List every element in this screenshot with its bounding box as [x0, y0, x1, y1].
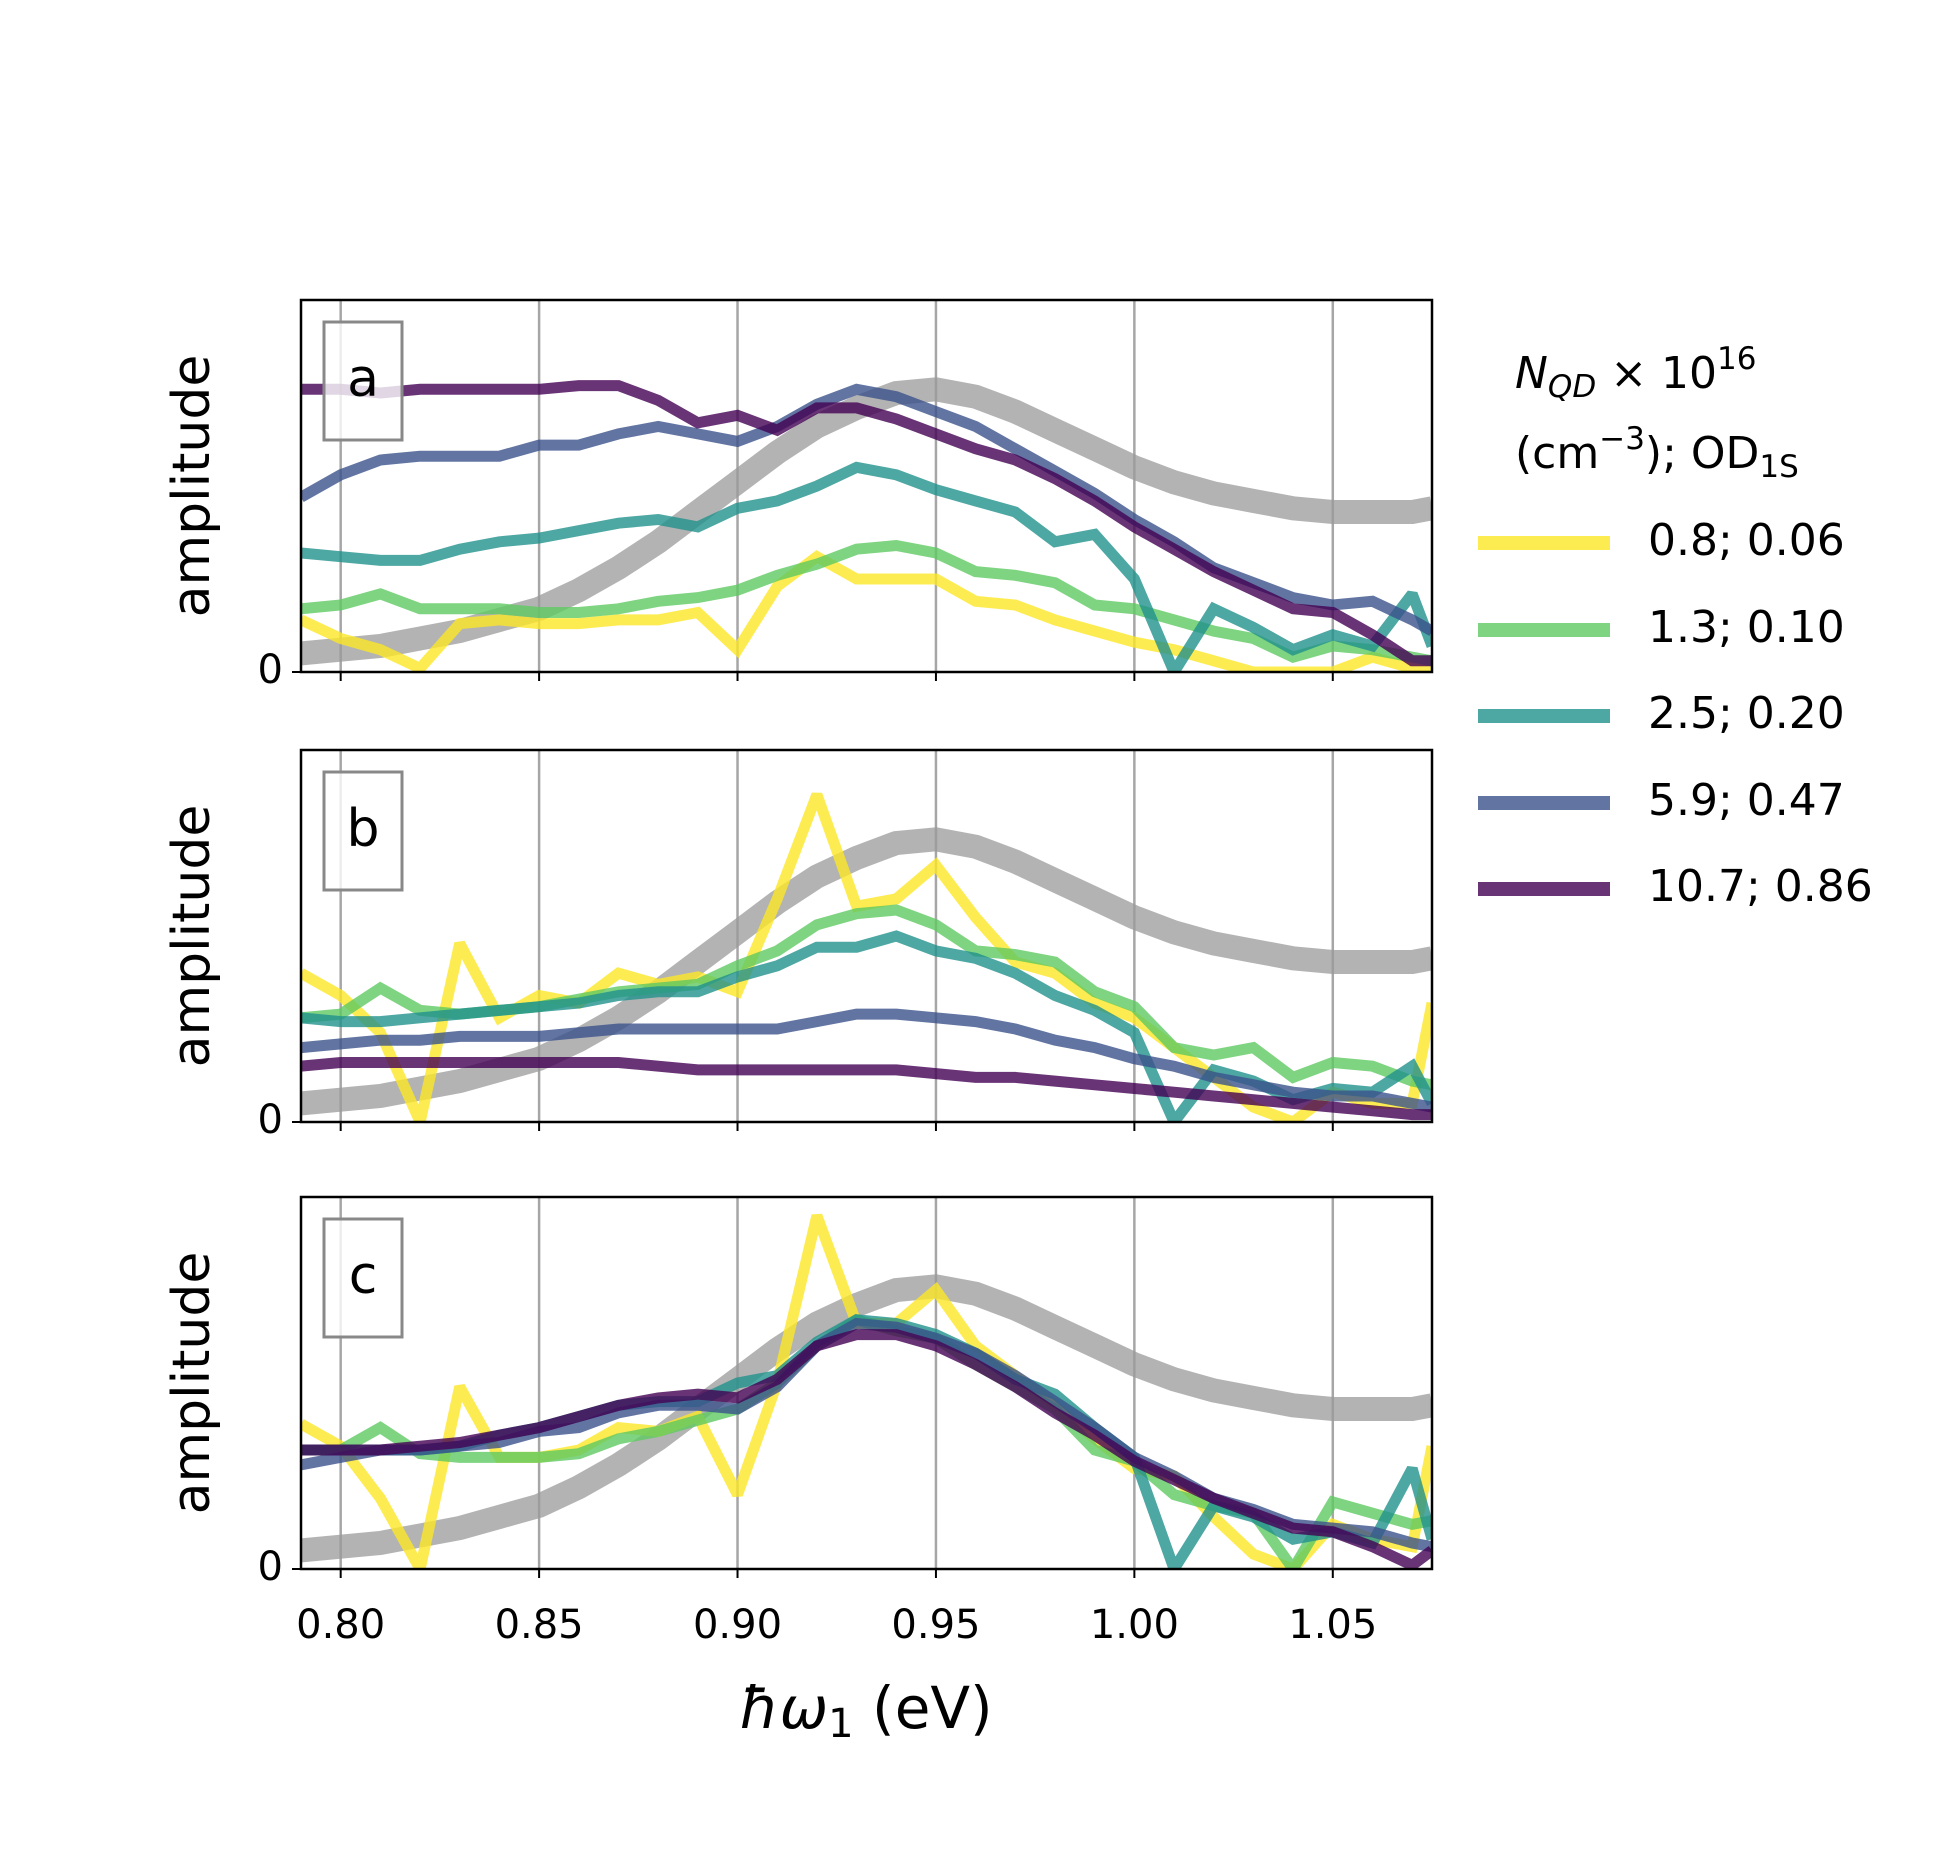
legend-title-part: × 10	[1596, 348, 1717, 399]
legend-label: 10.7; 0.86	[1648, 861, 1873, 912]
series-line	[301, 1008, 1432, 1113]
legend-title-part: 1S	[1759, 449, 1798, 485]
x-axis-label: ħω1 (eV)	[739, 1674, 992, 1747]
plot-area	[301, 792, 1432, 1122]
x-tick-label: 1.05	[1288, 1602, 1377, 1648]
panel-label: b	[346, 799, 379, 859]
series-line	[301, 550, 1432, 672]
x-label-part: (eV)	[854, 1674, 993, 1742]
legend-label: 0.8; 0.06	[1648, 515, 1845, 566]
legend-title-part: ); OD	[1645, 428, 1760, 479]
y-axis-label: amplitude	[162, 1252, 222, 1515]
y-axis-label: amplitude	[162, 805, 222, 1068]
legend-label: 1.3; 0.10	[1648, 602, 1845, 653]
legend-title-part: 16	[1717, 341, 1756, 377]
series-line	[301, 792, 1432, 1122]
legend-label: 5.9; 0.47	[1648, 775, 1845, 826]
series-line	[301, 380, 1432, 667]
axes-frame	[299, 1195, 1434, 1571]
y-tick-label: 0	[258, 1097, 283, 1143]
panel-label: c	[349, 1246, 378, 1306]
axes-frame	[299, 748, 1434, 1124]
x-tick-label: 0.90	[693, 1602, 782, 1648]
x-tick-label: 0.80	[296, 1602, 385, 1648]
legend-title-part: QD	[1548, 369, 1596, 405]
y-tick-label: 0	[258, 1544, 283, 1590]
series-line	[301, 1057, 1432, 1121]
plot-area	[301, 377, 1432, 672]
reference-curve	[301, 827, 1432, 1116]
series-line	[301, 539, 1432, 667]
x-label-part: ħω	[739, 1674, 828, 1742]
panel-label: a	[347, 349, 379, 409]
reference-curve	[301, 1274, 1432, 1563]
series-line	[301, 461, 1432, 672]
panel-label-box	[322, 320, 404, 442]
legend-title-line-1: NQD × 1016	[1515, 341, 1756, 405]
legend-title-part: (cm	[1515, 428, 1599, 479]
legend-title-part: N	[1515, 348, 1548, 399]
legend-title-line-2: (cm−3); OD1S	[1515, 421, 1799, 485]
x-tick-label: 0.95	[891, 1602, 980, 1648]
y-tick-label: 0	[258, 647, 283, 693]
legend-label: 2.5; 0.20	[1648, 688, 1845, 739]
series-line	[301, 1329, 1432, 1569]
legend-title-part: −3	[1599, 421, 1645, 457]
x-label-part: 1	[828, 1701, 853, 1747]
y-axis-label: amplitude	[162, 355, 222, 618]
axes-frame	[299, 298, 1434, 674]
x-tick-label: 0.85	[495, 1602, 584, 1648]
series-line	[301, 383, 1432, 636]
plot-area	[301, 1213, 1432, 1569]
panel-label-box	[322, 1217, 404, 1339]
panel-label-box	[322, 770, 404, 892]
x-tick-label: 1.00	[1090, 1602, 1179, 1648]
